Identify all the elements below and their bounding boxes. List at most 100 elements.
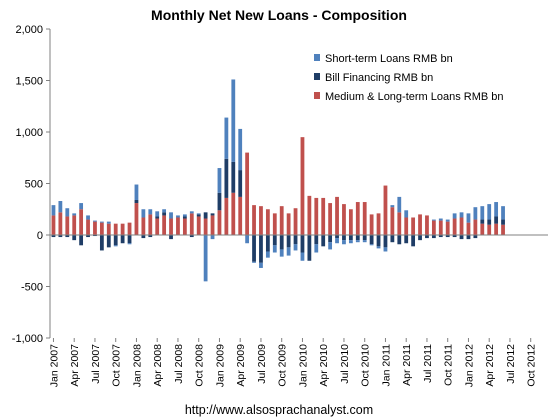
bar-segment bbox=[141, 217, 146, 235]
bar-segment bbox=[224, 158, 229, 198]
bar-segment bbox=[58, 212, 63, 235]
legend-swatch bbox=[314, 54, 320, 61]
bar-segment bbox=[182, 216, 187, 219]
bar-segment bbox=[72, 215, 77, 235]
bar-segment bbox=[217, 210, 222, 235]
bar-segment bbox=[355, 235, 360, 241]
legend-swatch bbox=[314, 92, 320, 99]
bar-segment bbox=[473, 207, 478, 220]
bar-segment bbox=[452, 213, 457, 219]
bar-segment bbox=[328, 203, 333, 235]
bar-segment bbox=[355, 202, 360, 235]
bar-segment bbox=[127, 222, 132, 235]
x-tick-label: Apr 2012 bbox=[484, 344, 496, 387]
bar-segment bbox=[487, 224, 492, 235]
bar-segment bbox=[196, 216, 201, 235]
bar-segment bbox=[210, 215, 215, 235]
bar-segment bbox=[494, 223, 499, 235]
bar-segment bbox=[501, 219, 505, 225]
bar-segment bbox=[203, 212, 208, 219]
bar-segment bbox=[231, 192, 236, 235]
bar-segment bbox=[93, 220, 97, 222]
bar-segment bbox=[162, 215, 167, 235]
bar-segment bbox=[397, 212, 402, 235]
bar-segment bbox=[231, 161, 236, 193]
bar-segment bbox=[300, 137, 305, 235]
bar-segment bbox=[300, 235, 305, 253]
bar-segment bbox=[169, 235, 173, 240]
chart-title: Monthly Net New Loans - Composition bbox=[151, 7, 407, 23]
bar-segment bbox=[459, 217, 464, 235]
bar-segment bbox=[120, 235, 125, 244]
bar-segment bbox=[342, 204, 346, 235]
x-tick-label: Apr 2010 bbox=[318, 344, 330, 387]
bar-segment bbox=[86, 215, 90, 220]
bar-segment bbox=[189, 211, 194, 214]
bar-segment bbox=[480, 206, 485, 220]
bar-segment bbox=[51, 215, 56, 235]
bar-segment bbox=[342, 240, 346, 245]
bar-segment bbox=[148, 214, 153, 235]
y-tick-label: -500 bbox=[21, 282, 43, 294]
bar-segment bbox=[155, 216, 160, 219]
x-tick-label: Apr 2009 bbox=[235, 344, 247, 387]
bar-segment bbox=[65, 208, 70, 217]
x-tick-label: Oct 2008 bbox=[194, 344, 206, 387]
bar-segment bbox=[473, 235, 478, 239]
bar-segment bbox=[355, 240, 360, 243]
bar-segment bbox=[238, 170, 243, 197]
x-tick-label: Apr 2008 bbox=[152, 344, 164, 387]
x-tick-label: Jan 2012 bbox=[463, 344, 475, 387]
bar-segment bbox=[321, 235, 326, 247]
bar-segment bbox=[196, 213, 201, 215]
legend-label: Bill Financing RMB bn bbox=[325, 72, 433, 84]
bar-segment bbox=[348, 235, 353, 241]
bar-segment bbox=[113, 235, 118, 246]
legend-label: Short-term Loans RMB bn bbox=[325, 53, 453, 65]
bar-segment bbox=[286, 213, 291, 235]
bar-segment bbox=[79, 235, 84, 246]
bar-segment bbox=[362, 202, 367, 235]
bar-segment bbox=[134, 184, 139, 200]
x-tick-label: Jan 2009 bbox=[214, 344, 226, 387]
bar-segment bbox=[279, 206, 284, 235]
bar-segment bbox=[169, 218, 173, 235]
bar-segment bbox=[362, 240, 367, 243]
bar-segment bbox=[452, 235, 457, 238]
bar-segment bbox=[279, 235, 284, 250]
x-tick-label: Oct 2007 bbox=[111, 344, 123, 387]
y-tick-label: 1,500 bbox=[15, 76, 43, 88]
bar-segment bbox=[383, 235, 388, 248]
bar-segment bbox=[404, 210, 409, 218]
bar-segment bbox=[189, 235, 194, 238]
x-tick-label: Jul 2011 bbox=[422, 344, 434, 383]
y-tick-label: 500 bbox=[25, 179, 43, 191]
bar-segment bbox=[210, 213, 215, 216]
bar-segment bbox=[162, 209, 167, 213]
bar-segment bbox=[293, 244, 298, 251]
bar-segment bbox=[265, 235, 270, 252]
bar-segment bbox=[286, 247, 291, 256]
x-tick-label: Jul 2010 bbox=[339, 344, 351, 384]
bar-segment bbox=[127, 243, 132, 245]
bar-segment bbox=[501, 206, 505, 220]
bar-segment bbox=[155, 218, 160, 235]
bar-segment bbox=[176, 215, 180, 218]
bar-segment bbox=[196, 214, 201, 217]
bar-segment bbox=[383, 185, 388, 235]
bar-segment bbox=[106, 221, 111, 224]
bar-segment bbox=[348, 240, 353, 244]
bar-segment bbox=[58, 201, 63, 213]
bar-segment bbox=[466, 213, 471, 223]
bar-segment bbox=[335, 196, 339, 235]
bar-segment bbox=[148, 235, 153, 238]
bar-segment bbox=[397, 196, 402, 213]
bar-segment bbox=[418, 235, 422, 241]
bar-segment bbox=[65, 235, 70, 238]
bar-segment bbox=[141, 209, 146, 218]
bar-segment bbox=[203, 235, 208, 282]
bar-segment bbox=[127, 235, 132, 244]
bar-segment bbox=[445, 235, 450, 238]
bar-segment bbox=[362, 235, 367, 241]
footer-url: http://www.alsosprachanalyst.com bbox=[185, 403, 373, 417]
